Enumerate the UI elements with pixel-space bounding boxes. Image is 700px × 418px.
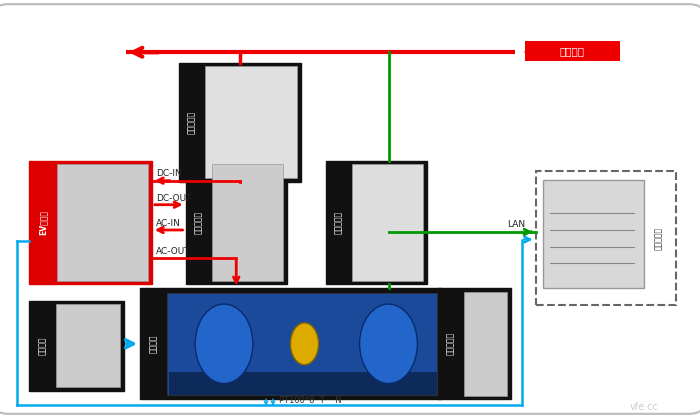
FancyBboxPatch shape <box>186 161 287 284</box>
FancyBboxPatch shape <box>57 164 148 281</box>
FancyBboxPatch shape <box>169 372 437 395</box>
FancyBboxPatch shape <box>438 288 511 399</box>
FancyBboxPatch shape <box>536 171 676 305</box>
FancyBboxPatch shape <box>352 164 423 281</box>
FancyBboxPatch shape <box>205 66 297 178</box>
Text: 试验上位机: 试验上位机 <box>654 227 662 250</box>
FancyBboxPatch shape <box>178 63 301 182</box>
Text: 测功机控制: 测功机控制 <box>335 211 343 234</box>
FancyBboxPatch shape <box>542 180 644 288</box>
FancyBboxPatch shape <box>56 304 120 387</box>
FancyBboxPatch shape <box>140 288 441 399</box>
Text: DC-IN: DC-IN <box>156 169 182 178</box>
FancyBboxPatch shape <box>326 161 427 284</box>
Ellipse shape <box>290 323 318 364</box>
FancyBboxPatch shape <box>525 41 620 61</box>
Text: 电池模拟器: 电池模拟器 <box>188 111 196 134</box>
Text: 水冷系统: 水冷系统 <box>38 336 47 355</box>
Ellipse shape <box>195 304 253 384</box>
Text: vfe.cc: vfe.cc <box>629 402 659 412</box>
Text: 被试电机: 被试电机 <box>149 334 158 353</box>
FancyBboxPatch shape <box>167 293 437 395</box>
Text: EV测试柜: EV测试柜 <box>39 210 48 235</box>
Text: AC-OUT: AC-OUT <box>156 247 190 255</box>
Text: DC-OUT: DC-OUT <box>156 194 192 203</box>
Text: 电源进线: 电源进线 <box>560 46 584 56</box>
FancyBboxPatch shape <box>464 292 507 396</box>
Text: PT100*8  T    N: PT100*8 T N <box>279 395 341 405</box>
Text: 加载测功机: 加载测功机 <box>447 332 455 355</box>
FancyBboxPatch shape <box>212 164 283 281</box>
Ellipse shape <box>360 304 417 384</box>
FancyBboxPatch shape <box>29 301 124 391</box>
FancyBboxPatch shape <box>29 161 152 284</box>
Text: AC-IN: AC-IN <box>156 219 181 228</box>
Text: 电机控制器: 电机控制器 <box>195 211 203 234</box>
FancyBboxPatch shape <box>0 4 700 414</box>
Text: LAN: LAN <box>508 220 526 229</box>
